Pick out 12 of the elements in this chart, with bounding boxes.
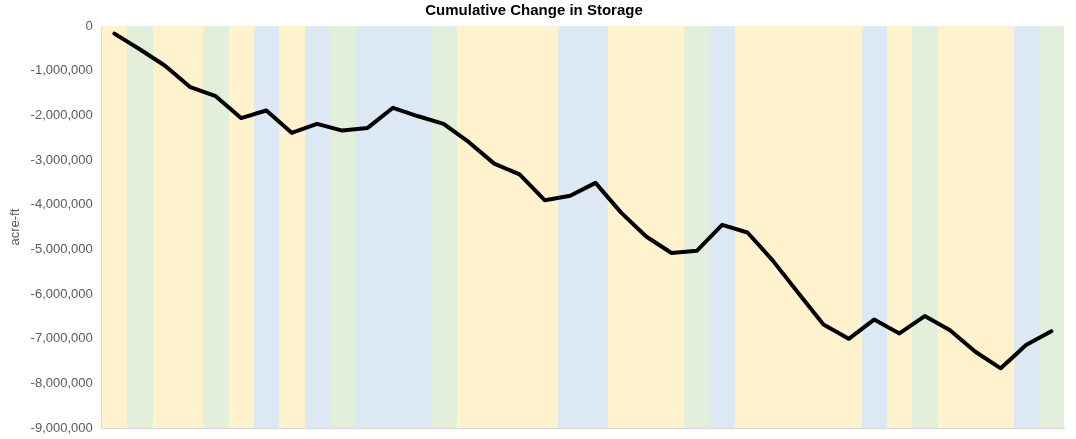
y-tick-label: 0 <box>85 17 93 33</box>
y-tick-label: -1,000,000 <box>30 62 93 78</box>
y-tick-label: -5,000,000 <box>30 241 93 257</box>
y-tick-label: -9,000,000 <box>30 419 93 435</box>
y-tick-label: -7,000,000 <box>30 330 93 346</box>
y-tick-label: -4,000,000 <box>30 196 93 212</box>
y-tick-label: -8,000,000 <box>30 375 93 391</box>
y-axis-title: acre-ft <box>7 208 23 246</box>
y-tick-label: -3,000,000 <box>30 151 93 167</box>
y-tick-label: -2,000,000 <box>30 106 93 122</box>
y-tick-label: -6,000,000 <box>30 285 93 301</box>
chart-title: Cumulative Change in Storage <box>425 1 643 19</box>
